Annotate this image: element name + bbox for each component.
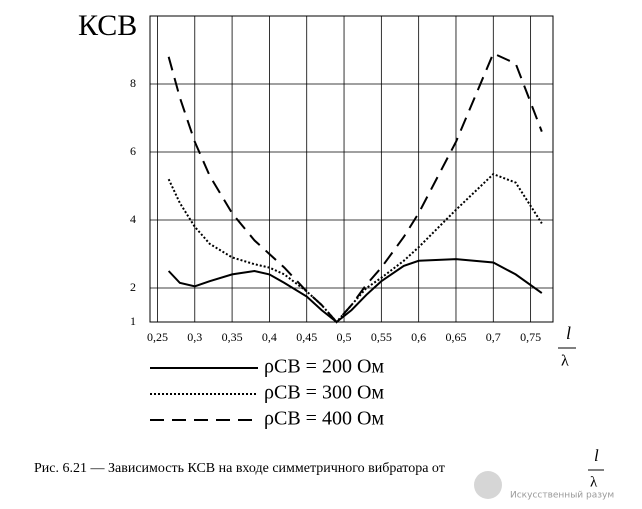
- x-tick-label: 0,75: [520, 330, 541, 344]
- x-tick-label: 0,55: [371, 330, 392, 344]
- caption: Рис. 6.21 — Зависимость КСВ на входе сим…: [34, 461, 445, 476]
- series-line: [167, 172, 543, 324]
- x-tick-label: 0,45: [296, 330, 317, 344]
- x-tick-label: 0,3: [187, 330, 202, 344]
- y-axis-label: КСВ: [78, 9, 137, 42]
- x-tick-label: 0,65: [445, 330, 466, 344]
- x-tick-label: 0,35: [222, 330, 243, 344]
- series-line: [167, 52, 543, 324]
- y-tick-label: 6: [130, 144, 136, 158]
- y-tick-label: 8: [130, 76, 136, 90]
- x-tick-label: 0,4: [262, 330, 277, 344]
- x-axis-label-denominator: λ: [561, 353, 569, 370]
- series-line: [167, 258, 543, 324]
- legend-label: ρСВ = 400 Ом: [264, 408, 384, 430]
- x-tick-label: 0,7: [486, 330, 501, 344]
- legend-label: ρСВ = 200 Ом: [264, 356, 384, 378]
- x-tick-label: 0,25: [147, 330, 168, 344]
- watermark: Искусственный разум: [510, 491, 614, 501]
- plot-frame: [149, 15, 554, 323]
- legend-label: ρСВ = 300 Ом: [264, 382, 384, 404]
- x-tick-label: 0,5: [337, 330, 352, 344]
- y-tick-label: 2: [130, 280, 136, 294]
- x-tick-label: 0,6: [411, 330, 426, 344]
- y-tick-label: 1: [130, 314, 136, 328]
- caption-denominator: λ: [590, 474, 598, 490]
- y-tick-label: 4: [130, 212, 136, 226]
- watermark-logo: [474, 471, 502, 499]
- x-axis-label-numerator: l: [566, 323, 571, 343]
- caption-numerator: l: [594, 446, 599, 465]
